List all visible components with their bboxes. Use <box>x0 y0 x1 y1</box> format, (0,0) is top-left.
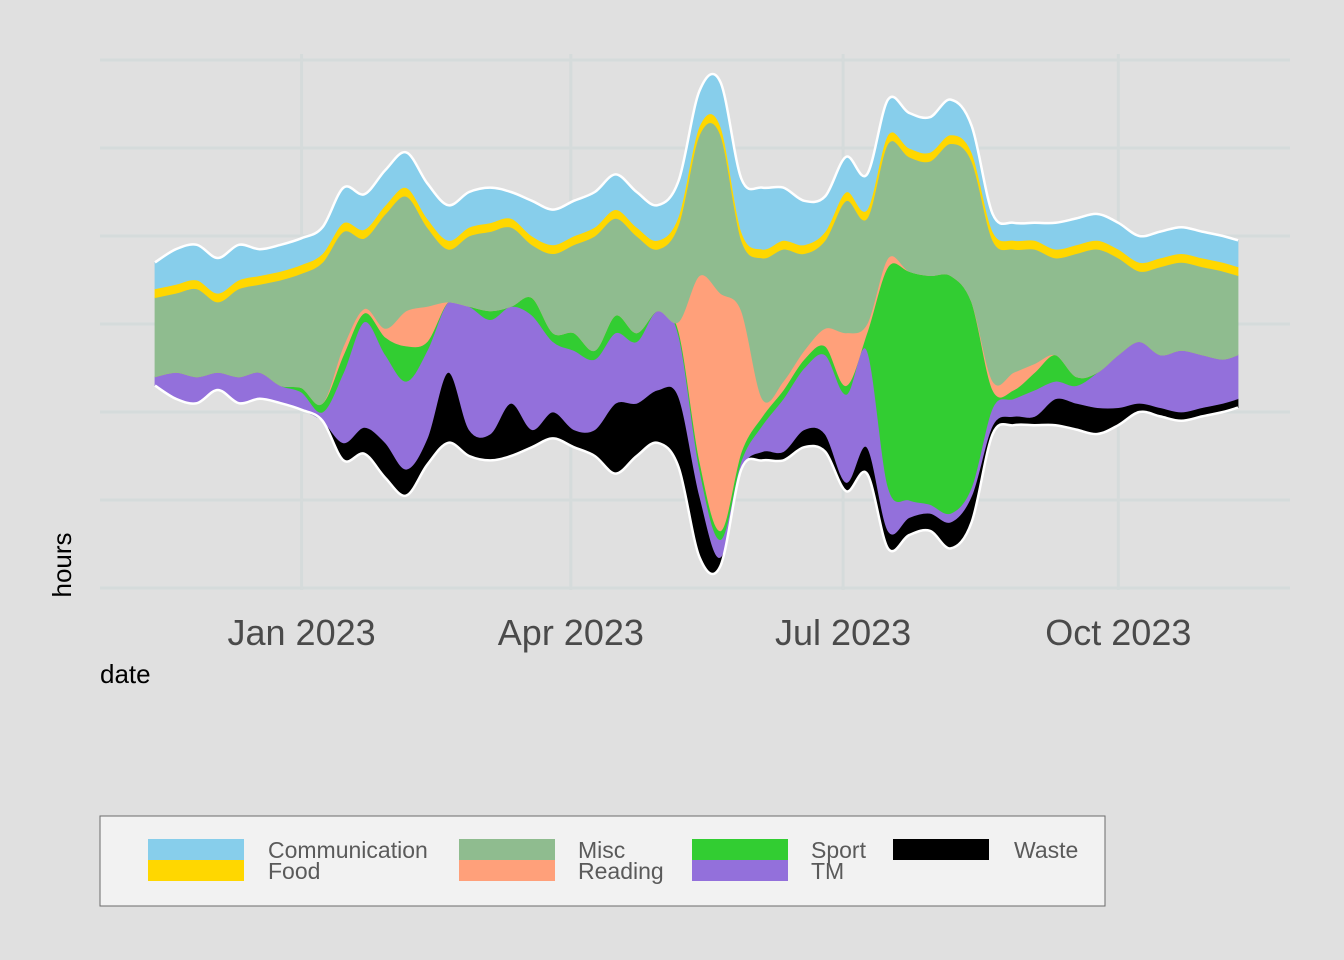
legend-key-waste <box>893 839 989 860</box>
x-tick-label: Jan 2023 <box>228 612 376 653</box>
legend-key-tm <box>692 860 788 881</box>
y-axis-title: hours <box>47 532 77 597</box>
x-axis-title: date <box>100 659 151 689</box>
x-tick-label: Jul 2023 <box>775 612 911 653</box>
legend-key-sport <box>692 839 788 860</box>
stream-outline-top <box>154 72 1239 264</box>
legend-label-misc: Misc <box>578 837 625 863</box>
x-tick-label: Apr 2023 <box>498 612 644 653</box>
legend-box <box>99 815 1106 907</box>
legend-label-tm: TM <box>811 858 844 884</box>
legend-key-reading <box>459 860 555 881</box>
x-tick-labels: Jan 2023 Apr 2023 Jul 2023 Oct 2023 <box>228 612 1192 653</box>
x-tick-label: Oct 2023 <box>1045 612 1191 653</box>
legend-key-misc <box>459 839 555 860</box>
stream-layers <box>154 72 1239 576</box>
legend-label-reading: Reading <box>578 858 664 884</box>
legend-key-food <box>148 860 244 881</box>
legend-label-sport: Sport <box>811 837 867 863</box>
legend-label-waste: Waste <box>1014 837 1078 863</box>
stream-outline-bottom <box>154 384 1239 576</box>
legend-key-communication <box>148 839 244 860</box>
legend-label-communication: Communication <box>268 837 428 863</box>
legend-label-food: Food <box>268 858 320 884</box>
